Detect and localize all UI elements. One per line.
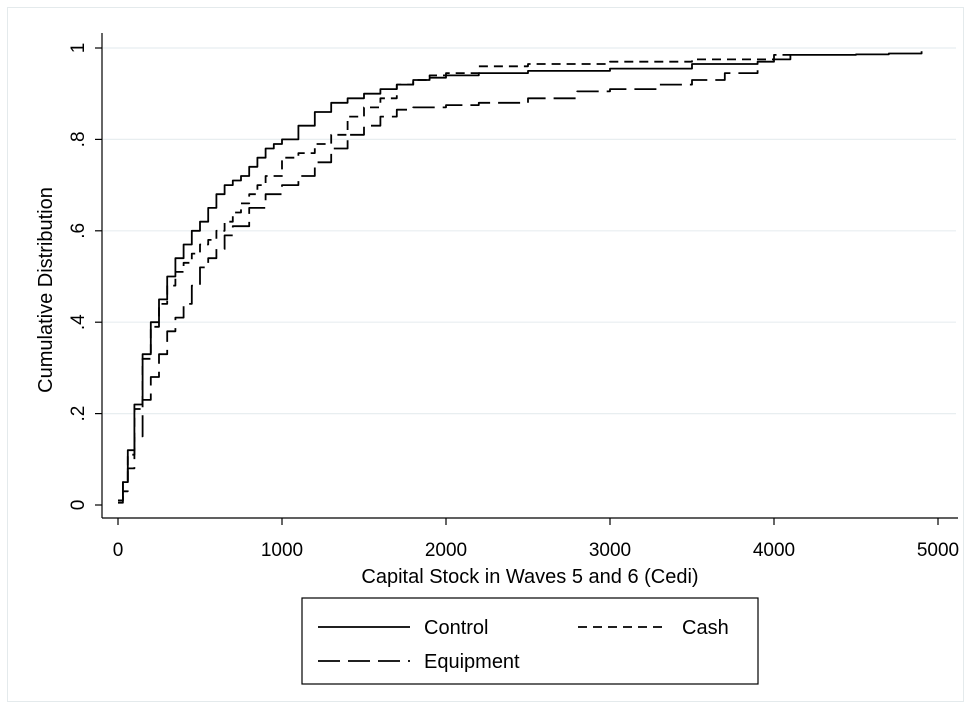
series-lines bbox=[118, 51, 923, 504]
series-line-control bbox=[118, 51, 923, 502]
legend-label: Equipment bbox=[424, 651, 520, 673]
legend: Control Cash Equipment bbox=[301, 597, 759, 685]
legend-item-control: Control bbox=[318, 617, 488, 639]
x-tick-label: 4000 bbox=[753, 540, 795, 561]
y-axis-title: Cumulative Distribution bbox=[35, 187, 57, 393]
legend-entries: Control Cash Equipment bbox=[318, 617, 729, 673]
x-ticks: 0 1000 2000 3000 4000 5000 bbox=[113, 518, 959, 561]
legend-label: Control bbox=[424, 617, 488, 639]
y-tick-label: 0 bbox=[68, 500, 89, 511]
axes bbox=[101, 33, 958, 519]
gridlines bbox=[103, 47, 956, 415]
legend-item-cash: Cash bbox=[578, 617, 729, 639]
legend-box bbox=[301, 597, 759, 685]
series-line-equipment bbox=[118, 66, 759, 504]
y-tick-label: .6 bbox=[68, 223, 89, 239]
x-tick-label: 5000 bbox=[917, 540, 959, 561]
x-tick-label: 2000 bbox=[425, 540, 467, 561]
x-tick-label: 1000 bbox=[261, 540, 303, 561]
x-tick-label: 0 bbox=[113, 540, 124, 561]
y-tick-label: 1 bbox=[68, 43, 89, 54]
y-ticks: 0 .2 .4 .6 .8 1 bbox=[68, 43, 102, 511]
y-tick-label: .8 bbox=[68, 131, 89, 147]
legend-label: Cash bbox=[682, 617, 729, 639]
y-tick-label: .2 bbox=[68, 406, 89, 422]
series-line-cash bbox=[118, 54, 791, 502]
x-tick-label: 3000 bbox=[589, 540, 631, 561]
x-axis-title: Capital Stock in Waves 5 and 6 (Cedi) bbox=[361, 566, 698, 588]
legend-item-equipment: Equipment bbox=[318, 651, 520, 673]
y-tick-label: .4 bbox=[68, 314, 89, 330]
